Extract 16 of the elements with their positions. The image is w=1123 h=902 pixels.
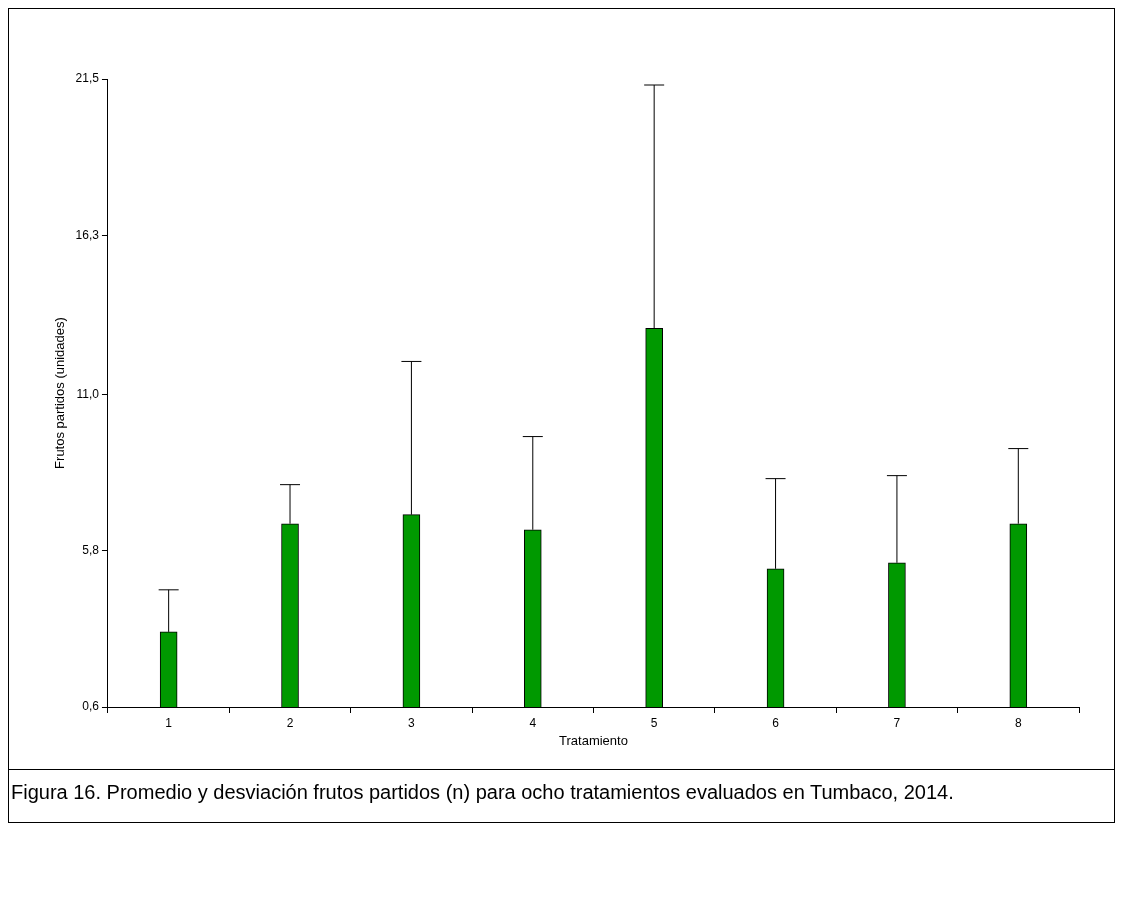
x-tick-label: 5 xyxy=(650,715,658,730)
x-tick-label: 7 xyxy=(893,715,901,730)
y-tick-label: 11,0 xyxy=(76,386,100,401)
y-tick-label: 0,6 xyxy=(82,699,100,714)
x-tick-label: 3 xyxy=(408,715,416,730)
y-tick-label: 5,8 xyxy=(82,543,100,558)
x-tick-label: 1 xyxy=(165,715,173,730)
text: Figura 16. Promedio y desviación frutos partidos (n) para ocho tratamientos evaluados en Tumbaco, 2014. xyxy=(9,769,1114,822)
y-tick-label: 16,3 xyxy=(75,227,100,242)
x-tick-label: 8 xyxy=(1014,715,1022,730)
y-axis-title: Frutos partidos (unidades) xyxy=(52,317,68,469)
x-tick-label: 4 xyxy=(529,715,537,730)
x-tick-label: 2 xyxy=(286,715,294,730)
x-axis-title: Tratamiento xyxy=(559,732,628,748)
y-tick-label: 21,5 xyxy=(75,71,100,86)
x-tick-label: 6 xyxy=(772,715,780,730)
